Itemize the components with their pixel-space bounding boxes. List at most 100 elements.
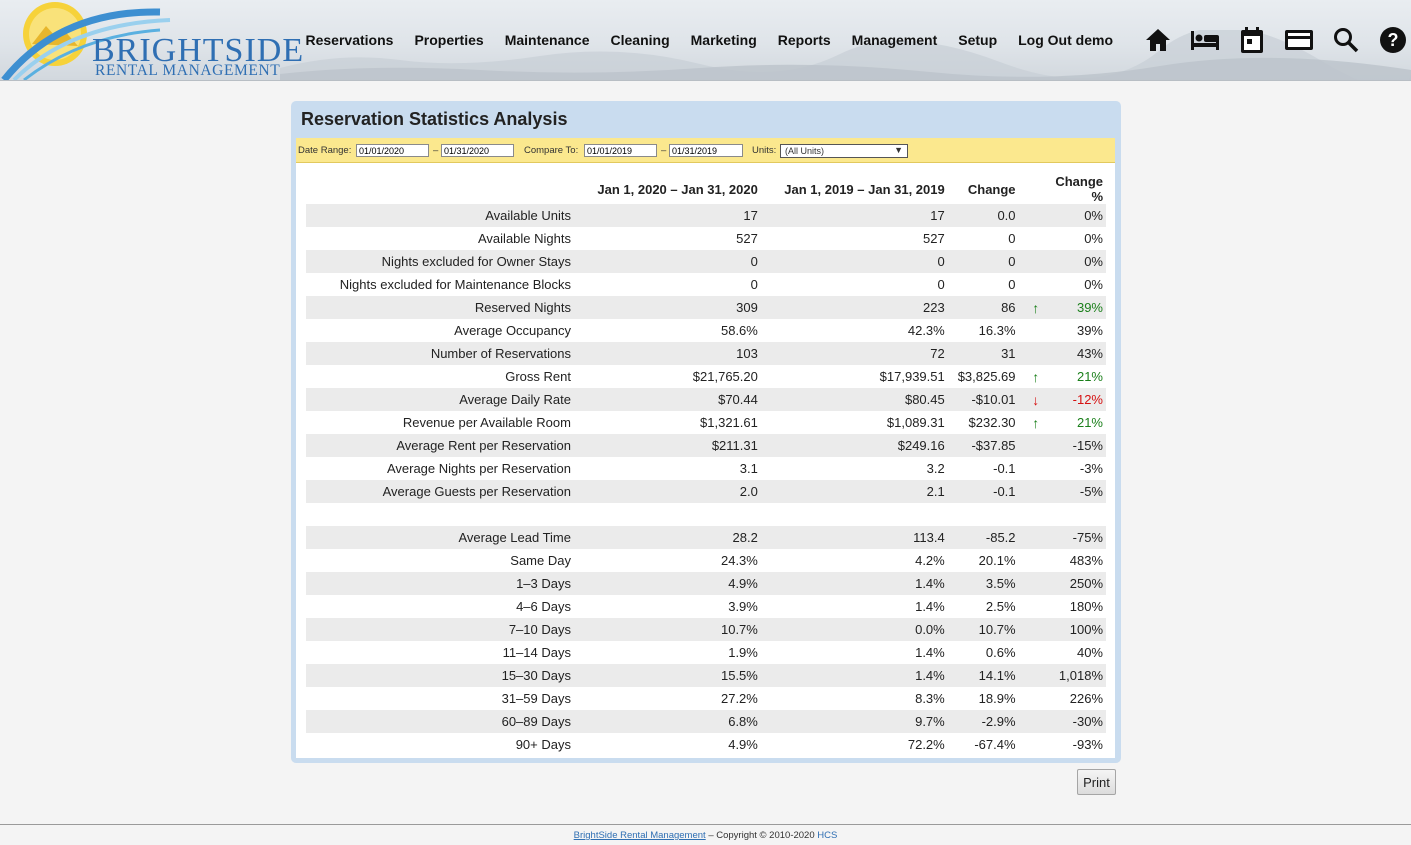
row-change-pct: 250% [1042, 572, 1106, 595]
row-current-value: 6.8% [573, 710, 761, 733]
row-trend-arrow [1018, 710, 1043, 733]
row-label: 15–30 Days [306, 664, 574, 687]
calendar-icon[interactable] [1228, 24, 1275, 56]
nav-properties[interactable]: Properties [414, 32, 484, 48]
row-compare-value: 8.3% [915, 691, 945, 706]
row-change-pct: 100% [1042, 618, 1106, 641]
row-label: Same Day [510, 553, 571, 568]
row-change-value: -0.1 [993, 461, 1016, 476]
footer-divider [0, 824, 1411, 825]
panel-title: Reservation Statistics Analysis [301, 109, 568, 129]
nav-marketing[interactable]: Marketing [690, 32, 757, 48]
row-trend-arrow [1019, 641, 1043, 664]
table-row: Average Nights per Reservation 3.1 3.2 -0.1… [306, 457, 1106, 480]
row-label: Available Nights [478, 231, 571, 246]
compare-dash: – [661, 145, 667, 156]
units-label: Units: [752, 145, 777, 156]
row-trend-arrow [1019, 733, 1043, 756]
row-current-value: 103 [573, 342, 761, 365]
credit-card-icon[interactable] [1275, 24, 1322, 56]
footer: BrightSide Rental Management – Copyright… [0, 830, 1411, 841]
print-button[interactable]: Print [1077, 769, 1116, 795]
compare-from-input[interactable] [584, 144, 657, 157]
main-nav: Reservations Properties Maintenance Clea… [295, 31, 1124, 49]
nav-logout[interactable]: Log Out demo [1018, 32, 1114, 48]
row-current-value: 58.6% [720, 323, 758, 338]
compare-to-input[interactable] [669, 144, 743, 157]
date-from-input[interactable] [356, 144, 429, 157]
row-trend-arrow [1018, 204, 1043, 227]
row-compare-value: 2.1 [760, 480, 948, 503]
row-current-value: 3.1 [739, 461, 758, 476]
brightside-logo[interactable]: BRIGHTSIDE RENTAL MANAGEMENT [0, 0, 303, 80]
row-change-value: 10.7% [947, 618, 1019, 641]
row-trend-arrow: ↑ [1032, 368, 1040, 385]
stats-table: Jan 1, 2020 – Jan 31, 2020 Jan 1, 2019 –… [306, 174, 1106, 756]
row-change-value: 0 [947, 250, 1019, 273]
row-change-value: 86 [947, 296, 1019, 319]
bed-icon[interactable] [1181, 24, 1228, 56]
table-row: 11–14 Days 1.9% 1.4% 0.6% 40% [306, 641, 1106, 664]
stats-body: Available Units 17 17 0.0 0% Available Nights… [306, 204, 1106, 756]
row-label: 11–14 Days [502, 645, 571, 660]
row-compare-value: 1.4% [760, 572, 948, 595]
header-label [306, 174, 574, 204]
nav-reports[interactable]: Reports [777, 32, 831, 48]
row-change-value: 16.3% [978, 323, 1016, 338]
table-row: 4–6 Days 3.9% 1.4% 2.5% 180% [306, 595, 1106, 618]
row-change-value: $232.30 [968, 415, 1016, 430]
row-change-pct: -75% [1042, 526, 1106, 549]
nav-setup[interactable]: Setup [958, 32, 998, 48]
row-change-value: -2.9% [947, 710, 1019, 733]
table-row: Average Occupancy 58.6% 42.3% 16.3% 39% [306, 319, 1106, 342]
row-current-value: 10.7% [573, 618, 761, 641]
nav-management[interactable]: Management [851, 32, 938, 48]
footer-hcs-link[interactable]: HCS [817, 830, 838, 841]
row-label: Reserved Nights [306, 296, 574, 319]
date-to-input[interactable] [441, 144, 514, 157]
help-icon[interactable]: ? [1369, 24, 1411, 56]
row-trend-arrow: ↓ [1018, 388, 1043, 411]
row-change-pct: -5% [1042, 480, 1106, 503]
row-trend-arrow [1019, 687, 1043, 710]
row-compare-value [761, 503, 948, 526]
row-label [306, 503, 574, 526]
row-current-value: 527 [736, 231, 758, 246]
header-arrow [1019, 174, 1043, 204]
row-trend-arrow [1018, 664, 1043, 687]
row-compare-value: 72 [760, 342, 948, 365]
row-change-pct: 0% [1042, 250, 1106, 273]
search-icon[interactable] [1322, 24, 1369, 56]
row-label: Nights excluded for Maintenance Blocks [339, 277, 571, 292]
row-label: Gross Rent [505, 369, 571, 384]
table-row: Average Lead Time 28.2 113.4 -85.2 -75% [306, 526, 1106, 549]
stats-content: Jan 1, 2020 – Jan 31, 2020 Jan 1, 2019 –… [296, 163, 1115, 758]
nav-reservations[interactable]: Reservations [305, 32, 394, 48]
row-current-value [574, 503, 761, 526]
nav-maintenance[interactable]: Maintenance [504, 32, 590, 48]
top-header: BRIGHTSIDE RENTAL MANAGEMENT Reservation… [0, 0, 1411, 81]
footer-separator: – [705, 830, 717, 841]
row-current-value: 17 [573, 204, 761, 227]
row-compare-value: 72.2% [907, 737, 945, 752]
row-change-pct: 0% [1084, 277, 1103, 292]
row-change-value: -$10.01 [947, 388, 1019, 411]
row-change-value: 20.1% [978, 553, 1016, 568]
row-current-value: 15.5% [573, 664, 761, 687]
footer-brightside-link[interactable]: BrightSide Rental Management [573, 830, 706, 841]
row-label: Nights excluded for Owner Stays [306, 250, 574, 273]
table-row: Number of Reservations 103 72 31 43% [306, 342, 1106, 365]
table-row: Revenue per Available Room $1,321.61 $1,08… [306, 411, 1106, 434]
logo-title: BRIGHTSIDE [92, 32, 305, 69]
statistics-panel: Reservation Statistics Analysis Date Ran… [291, 101, 1121, 763]
home-icon[interactable] [1134, 24, 1181, 56]
row-change-value: 14.1% [947, 664, 1019, 687]
row-label: 31–59 Days [501, 691, 571, 706]
units-select[interactable]: (All Units) ▼ [780, 144, 908, 158]
nav-cleaning[interactable]: Cleaning [610, 32, 670, 48]
row-change-pct: 21% [1076, 369, 1103, 384]
logo-subtitle: RENTAL MANAGEMENT [95, 62, 281, 79]
units-select-value: (All Units) [785, 146, 825, 156]
row-change-value: 3.5% [947, 572, 1019, 595]
row-change-pct: 0% [1084, 231, 1103, 246]
